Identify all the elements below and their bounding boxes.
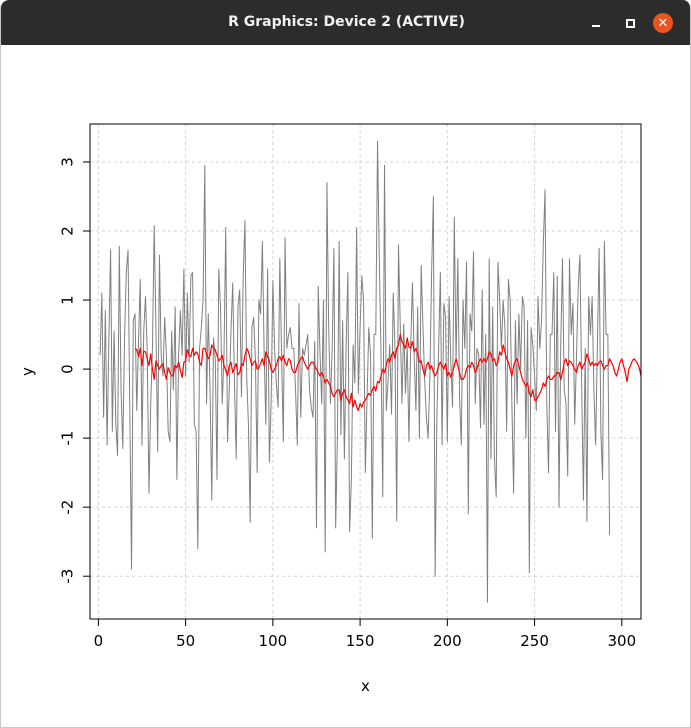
x-tick-label: 50 [176,632,195,650]
x-tick-label: 200 [433,632,462,650]
minimize-button[interactable] [586,13,606,33]
x-axis-label: x [361,677,370,695]
y-tick-label: -3 [59,569,77,584]
maximize-button[interactable] [620,13,640,33]
x-tick-label: 100 [259,632,288,650]
y-tick-label: 3 [59,157,77,167]
close-icon: ✕ [657,15,669,31]
series-layer [99,140,642,603]
series-line-raw [99,140,611,603]
x-tick-label: 250 [520,632,549,650]
x-tick-label: 150 [346,632,375,650]
series-line-smoothed [134,333,642,412]
y-tick-label: 2 [59,226,77,236]
minimize-icon [592,25,600,27]
y-tick-label: 0 [59,364,77,374]
plot-frame [89,123,642,620]
window-title: R Graphics: Device 2 (ACTIVE) [228,14,465,30]
y-tick-label: -1 [59,431,77,446]
plot-area: 0 50 100 150 200 250 300 -3 -2 -1 0 1 2 3 x y [1,45,690,727]
y-tick-label: 1 [59,295,77,305]
y-tick-label: -2 [59,500,77,515]
y-axis-label: y [19,367,37,376]
title-bar[interactable]: R Graphics: Device 2 (ACTIVE) ✕ [1,0,690,45]
axes: 0 50 100 150 200 250 300 -3 -2 -1 0 1 2 3 [59,157,637,650]
maximize-icon [625,18,635,28]
x-tick-label: 0 [94,632,104,650]
line-chart: 0 50 100 150 200 250 300 -3 -2 -1 0 1 2 3 x y [19,123,642,695]
x-tick-label: 300 [607,632,636,650]
close-button[interactable]: ✕ [653,13,673,33]
